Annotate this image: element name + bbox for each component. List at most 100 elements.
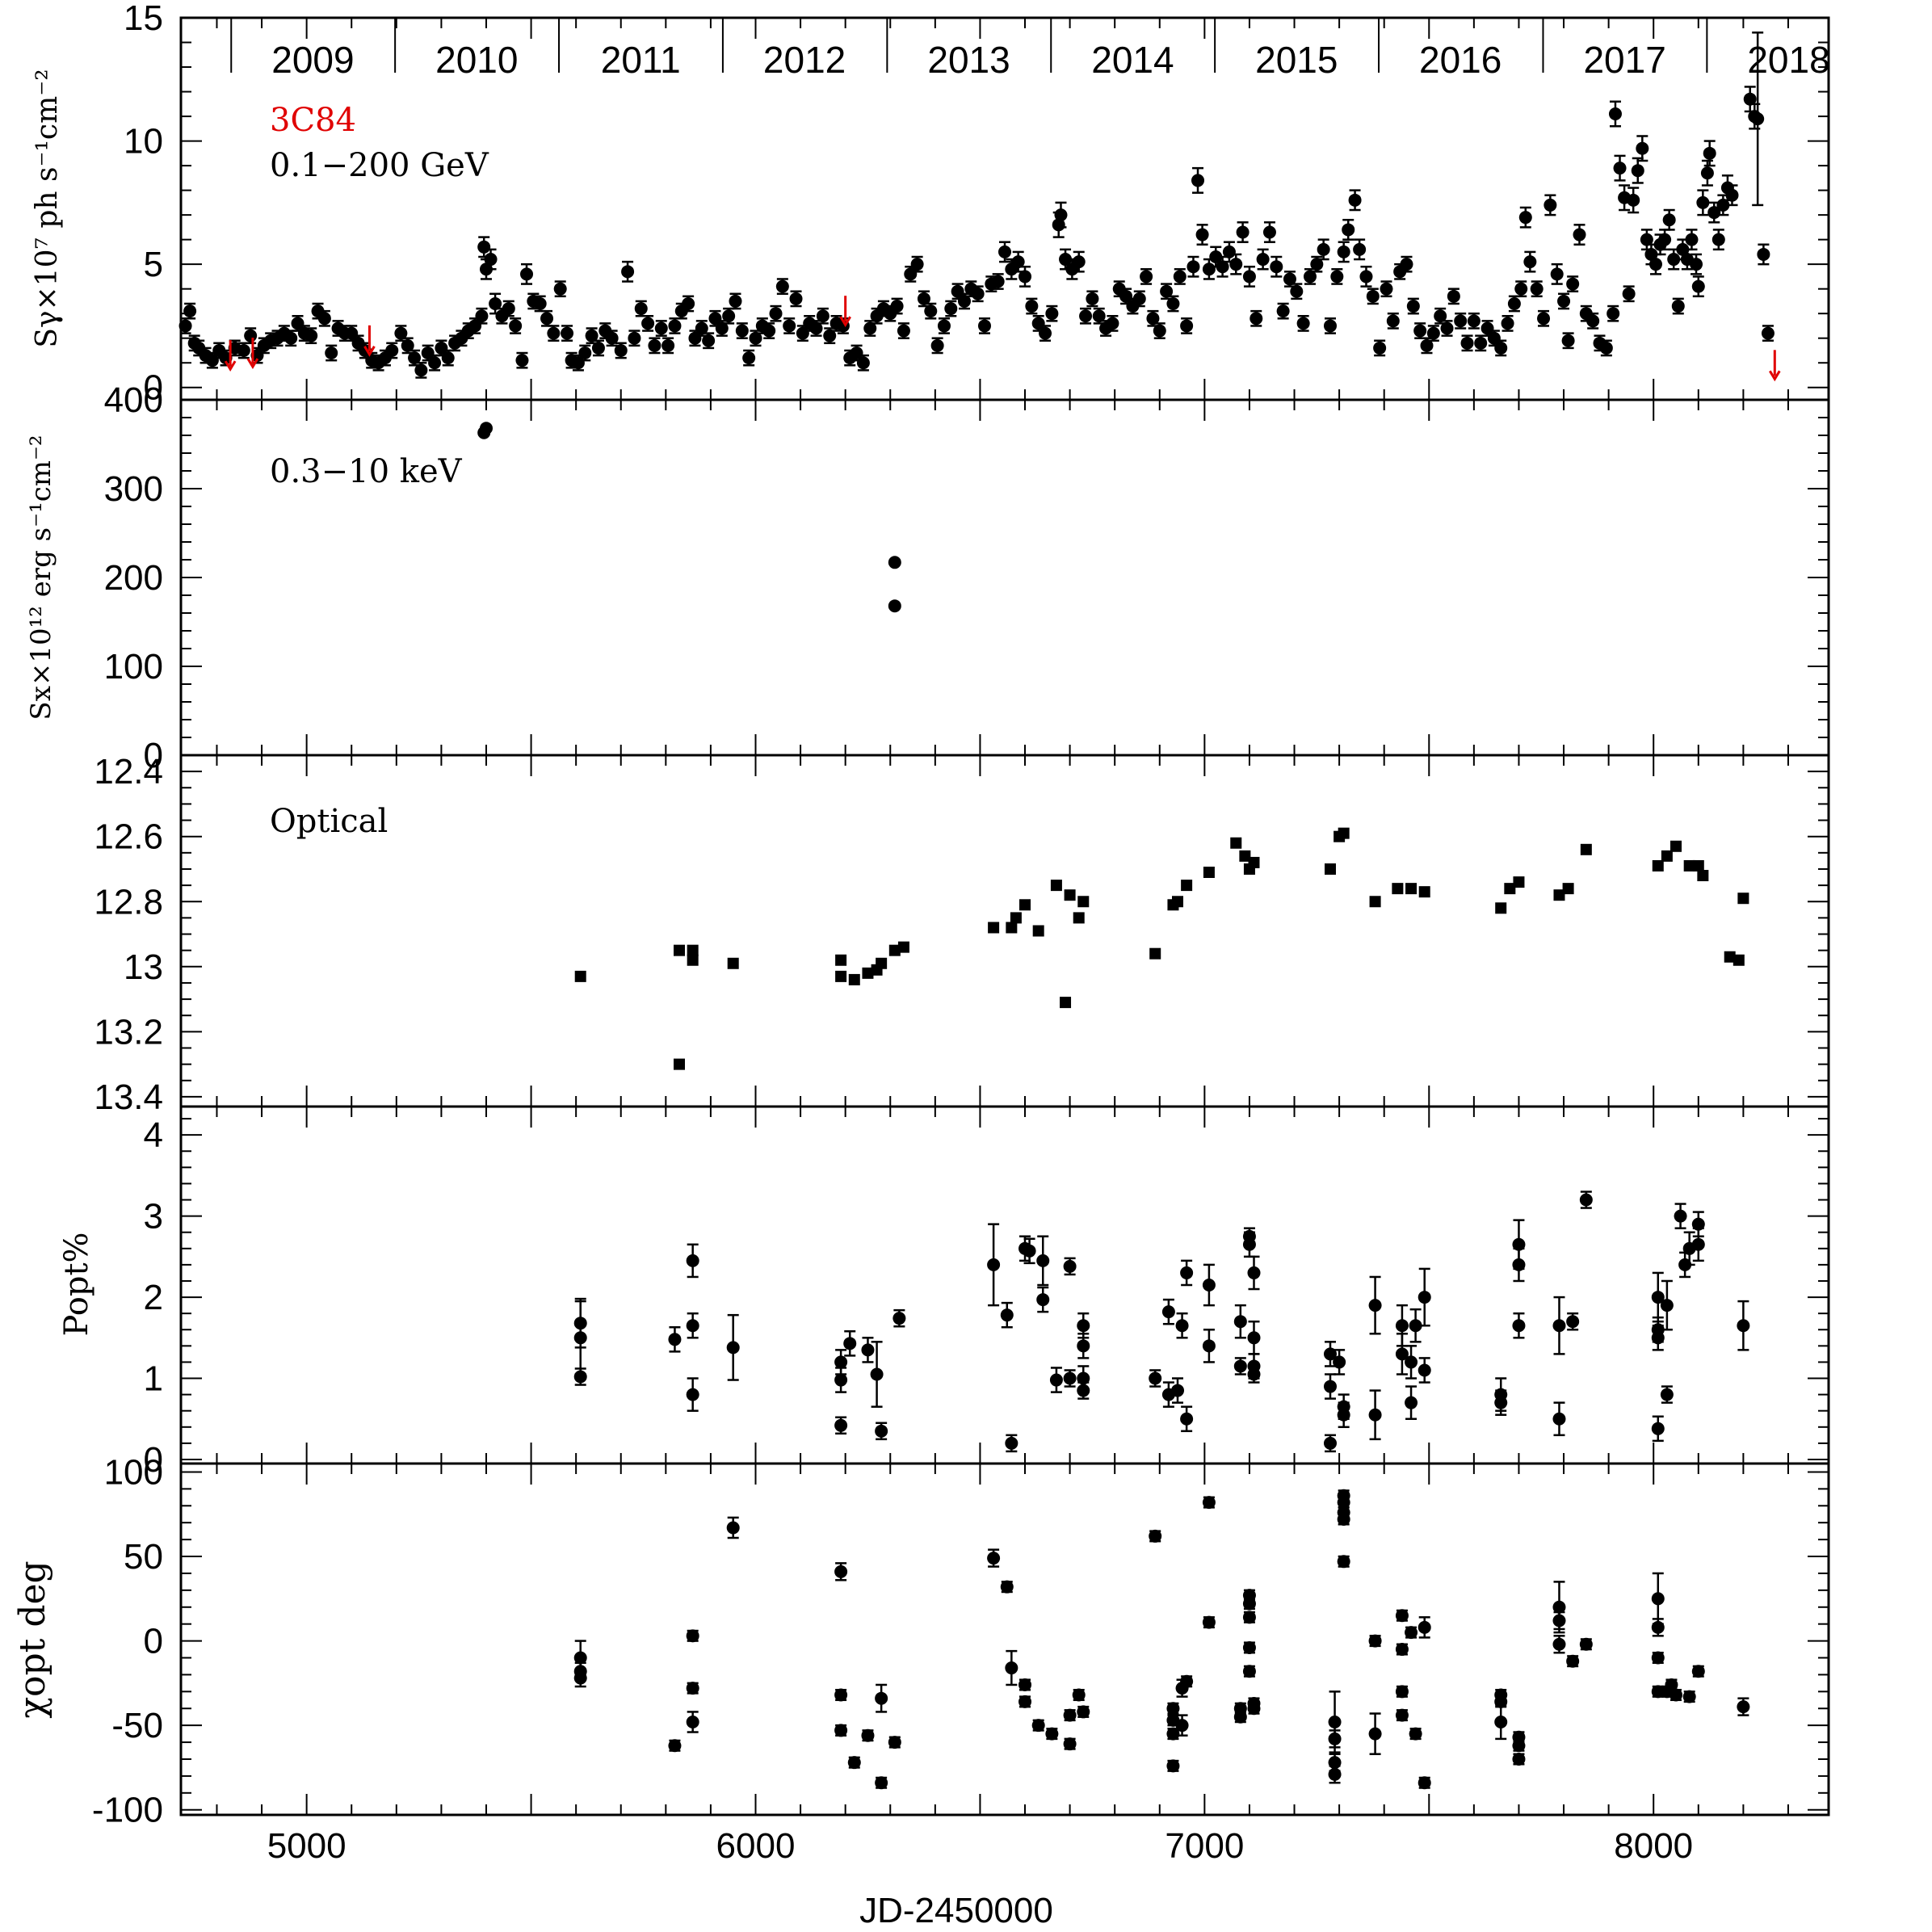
gamma-point (1454, 314, 1468, 328)
polarization-degree-point (1077, 1384, 1090, 1397)
gamma-point (1667, 253, 1681, 267)
gamma-point (1712, 233, 1725, 246)
polarization-angle-point (1045, 1727, 1059, 1741)
polarization-degree-point (1180, 1266, 1194, 1279)
polarization-angle-point (1018, 1695, 1032, 1708)
gamma-point (648, 338, 662, 352)
gamma-point (1202, 262, 1216, 276)
axis-labels: JD-2450000 Sγ×10⁷ ph s⁻¹cm⁻² Sx×10¹² erg s… (12, 69, 1053, 1930)
polarization-degree-point (1242, 1237, 1256, 1251)
polarization-degree-point (1418, 1291, 1431, 1304)
polarization-angle-point (875, 1691, 888, 1705)
gamma-point (1648, 258, 1662, 271)
polarization-degree-point (1005, 1436, 1018, 1450)
gamma-point (219, 351, 233, 365)
gamma-upper-limit-arrowhead (246, 358, 259, 369)
gamma-band-label: 0.1−200 GeV (270, 147, 489, 184)
gamma-point (475, 309, 489, 323)
polarization-angle-point (1691, 1665, 1705, 1678)
polarization-angle-point (1395, 1643, 1409, 1657)
optical-mag-point (1392, 883, 1404, 895)
gamma-point (1132, 292, 1146, 305)
gamma-point (937, 319, 951, 333)
optical-mag-point (1724, 951, 1736, 963)
gamma-point (1250, 312, 1263, 326)
polarization-degree-panel: 0 1 2 3 4 (144, 1105, 1830, 1480)
optical-mag-point (888, 944, 901, 956)
polarization-angle-point (834, 1724, 848, 1737)
gamma-point (957, 294, 971, 308)
polarization-degree-point (1149, 1371, 1162, 1385)
xray-ytick-label: 200 (104, 558, 163, 598)
gamma-point (408, 351, 422, 365)
optical-mag-point (1418, 886, 1430, 898)
polarization-degree-point (1180, 1412, 1194, 1426)
gamma-point (1703, 146, 1716, 160)
polarization-degree-point (1651, 1291, 1665, 1304)
gamma-point (1467, 314, 1480, 328)
polarization-angle-point (1063, 1737, 1077, 1751)
pol-ytick-label: 4 (144, 1115, 163, 1155)
optical-mag-point (1338, 827, 1350, 839)
polarization-degree-frame (179, 1105, 1830, 1465)
gamma-point (702, 334, 716, 347)
polarization-angle-point (668, 1739, 682, 1753)
polarization-angle-point (686, 1682, 699, 1695)
gamma-point (634, 302, 648, 316)
gamma-point (1140, 270, 1153, 284)
optical-mag-point (1239, 850, 1251, 862)
gamma-point (695, 321, 708, 335)
polarization-degree-point (1161, 1305, 1175, 1319)
gamma-point (1640, 233, 1653, 246)
year-label: 2016 (1419, 39, 1502, 81)
gamma-point (614, 343, 628, 357)
gamma-point (1059, 253, 1073, 267)
polarization-degree-point (1494, 1396, 1508, 1409)
gamma-point (1380, 282, 1393, 296)
xray-band-label: 0.3−10 keV (270, 453, 463, 490)
chi-ytick-label: -100 (92, 1791, 163, 1830)
polarization-degree-point (1674, 1209, 1687, 1223)
gamma-point (662, 338, 675, 352)
optical-mag-point (1369, 896, 1381, 908)
gamma-point (578, 346, 592, 360)
gamma-point (890, 300, 904, 313)
polarization-degree-point (1171, 1384, 1185, 1397)
gamma-point (910, 258, 924, 271)
gamma-point (477, 240, 491, 254)
gamma-point (1283, 272, 1296, 286)
gamma-point (317, 312, 331, 326)
year-label: 2013 (927, 39, 1010, 81)
polarization-angle-point (1328, 1732, 1342, 1745)
gamma-point (1086, 292, 1099, 305)
gamma-point (749, 331, 762, 345)
optical-mag-point (988, 922, 1000, 934)
polarization-angle-point (1395, 1708, 1409, 1722)
gamma-point (789, 292, 803, 305)
polarization-degree-point (1233, 1315, 1247, 1329)
optical-mag-point (1683, 859, 1695, 872)
gamma-point (1106, 317, 1119, 330)
optical-band-label: Optical (270, 803, 388, 840)
optical-mag-point (1553, 889, 1565, 901)
optical-mag-point (727, 957, 739, 969)
optical-mag-point (674, 944, 686, 956)
gamma-point (414, 363, 428, 377)
polarization-angle-point (1000, 1580, 1014, 1594)
gamma-point (385, 343, 399, 357)
gamma-point (1573, 228, 1586, 242)
polarization-degree-point (1651, 1422, 1665, 1435)
xray-point (888, 556, 901, 569)
polarization-angle-point (1651, 1651, 1665, 1665)
optical-mag-plot-area: 12.4 12.6 12.8 13 13.2 13.4 (94, 752, 1829, 1117)
optical-mag-point (1692, 859, 1704, 872)
optical-mag-point (1495, 902, 1507, 914)
optical-mag-point (848, 973, 860, 985)
optical-mag-point (687, 954, 699, 966)
gamma-point (1406, 300, 1420, 313)
optical-mag-point (1248, 856, 1260, 868)
optical-mag-point (1073, 912, 1085, 924)
optical-mag-point (1064, 889, 1076, 901)
gamma-plot-area: 0 5 10 15 2009 2010 2011 2012 2013 2014 2015 2016 20… (124, 0, 1830, 408)
gamma-point (762, 324, 776, 338)
